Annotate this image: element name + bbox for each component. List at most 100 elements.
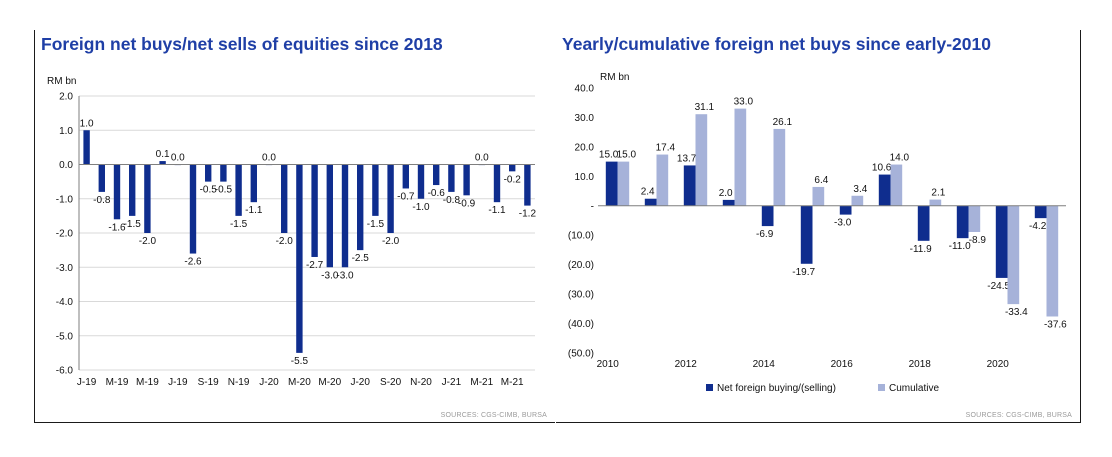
right-y-tick-label: 20.0 (575, 142, 595, 153)
right-bar-cumulative (1007, 205, 1020, 305)
right-chart-source: SOURCES: CGS-CIMB, BURSA (965, 412, 1072, 419)
right-bar-net (605, 161, 618, 206)
legend-swatch-cumulative (878, 384, 885, 391)
left-bar (372, 164, 379, 216)
right-y-tick-label: 40.0 (575, 84, 595, 95)
right-x-tick-label: 2018 (909, 359, 932, 370)
left-x-tick-label: M-21 (501, 377, 524, 388)
right-data-label: 31.1 (695, 102, 715, 113)
left-data-label: -0.7 (397, 191, 415, 202)
left-x-tick-label: J-21 (442, 377, 462, 388)
right-bar-net (683, 165, 696, 206)
left-data-label: -1.5 (230, 219, 248, 230)
left-data-label: -1.1 (488, 205, 506, 216)
left-x-tick-label: J-20 (259, 377, 279, 388)
right-bar-cumulative (773, 128, 786, 206)
right-chart-panel: Yearly/cumulative foreign net buys since… (556, 30, 1081, 423)
right-y-tick-label: (50.0) (568, 349, 594, 360)
left-bar (220, 164, 227, 182)
left-data-label: -0.8 (93, 195, 111, 206)
right-data-label: 3.4 (853, 184, 867, 195)
right-data-label: 15.0 (617, 150, 637, 161)
left-data-label: 1.0 (80, 118, 94, 129)
left-bar (341, 164, 349, 268)
right-x-tick-label: 2016 (831, 359, 854, 370)
left-data-label: -0.2 (504, 174, 522, 185)
left-bar (113, 164, 121, 220)
left-bar (205, 164, 212, 182)
left-data-label: -2.5 (352, 253, 370, 264)
right-data-label: -3.0 (834, 218, 852, 229)
left-x-tick-label: M-20 (318, 377, 341, 388)
left-bar (235, 164, 242, 216)
left-x-tick-label: M-19 (106, 377, 129, 388)
right-bar-cumulative (617, 161, 630, 206)
right-bar-net (1034, 205, 1047, 219)
left-x-tick-label: S-19 (198, 377, 220, 388)
legend-swatch-net (706, 384, 713, 391)
left-bar (509, 164, 516, 172)
left-data-label: -3.0 (336, 270, 354, 281)
left-data-label: -3.0 (321, 270, 339, 281)
left-bar (524, 164, 531, 206)
left-bar (387, 164, 394, 233)
left-chart-title: Foreign net buys/net sells of equities s… (41, 34, 443, 54)
left-data-label: -2.0 (139, 236, 157, 247)
left-y-tick-label: 1.0 (59, 126, 73, 137)
left-x-tick-label: N-20 (410, 377, 432, 388)
left-y-tick-label: -2.0 (56, 229, 74, 240)
left-y-tick-label: -6.0 (56, 366, 74, 377)
left-data-label: 0.1 (156, 149, 170, 160)
right-bar-net (995, 205, 1008, 278)
left-bar (357, 164, 364, 251)
right-y-tick-label: 10.0 (575, 172, 595, 183)
left-data-label: 0.0 (475, 153, 489, 164)
left-data-label: -1.6 (108, 222, 126, 233)
right-bar-net (761, 205, 774, 227)
right-data-label: 10.6 (872, 163, 892, 174)
right-bar-net (722, 199, 735, 206)
left-chart-source: SOURCES: CGS-CIMB, BURSA (440, 412, 547, 419)
right-x-tick-label: 2014 (753, 359, 776, 370)
right-data-label: 17.4 (656, 143, 676, 154)
left-y-tick-label: -4.0 (56, 297, 74, 308)
left-data-label: -0.9 (458, 198, 476, 209)
left-x-tick-label: M-19 (136, 377, 159, 388)
right-x-tick-label: 2010 (597, 359, 620, 370)
right-bar-cumulative (656, 154, 669, 206)
right-bar-net (800, 205, 813, 264)
right-chart-svg: RM bn 40.0 30.0 20.0 10.0 - (10.0) (20.0) (30.0)… (568, 72, 1067, 394)
left-bar (417, 164, 425, 199)
left-data-label: -2.0 (276, 236, 294, 247)
left-data-label: -0.5 (215, 185, 233, 196)
right-data-label: 26.1 (773, 117, 793, 128)
left-bar (448, 164, 455, 192)
left-data-label: -2.7 (306, 260, 324, 271)
left-bar (402, 164, 409, 189)
left-data-label: -1.0 (412, 202, 430, 213)
right-data-label: -6.9 (756, 229, 774, 240)
right-data-label: -33.4 (1005, 307, 1028, 318)
right-data-label: 2.0 (719, 188, 733, 199)
right-bar-net (839, 205, 852, 215)
right-chart-title: Yearly/cumulative foreign net buys since… (562, 34, 991, 54)
left-y-tick-label: 0.0 (59, 160, 73, 171)
right-data-label: -19.7 (792, 267, 815, 278)
right-x-tick-label: 2012 (675, 359, 698, 370)
right-y-tick-label: 30.0 (575, 113, 595, 124)
legend-label-net: Net foreign buying/(selling) (717, 383, 836, 394)
left-data-label: 0.0 (262, 153, 276, 164)
left-y-axis-label: RM bn (47, 76, 76, 87)
right-data-label: 6.4 (814, 175, 828, 186)
left-chart-panel: Foreign net buys/net sells of equities s… (34, 30, 555, 423)
left-bar (493, 164, 501, 203)
right-data-label: -11.9 (910, 244, 932, 255)
right-data-label: 2.4 (641, 187, 655, 198)
left-bar (281, 164, 288, 233)
left-data-label: -0.8 (443, 195, 461, 206)
left-y-tick-label: -3.0 (56, 263, 74, 274)
right-x-tick-label: 2020 (987, 359, 1010, 370)
left-data-label: -2.0 (382, 236, 400, 247)
left-bar (463, 164, 470, 196)
right-y-axis-label: RM bn (600, 72, 629, 83)
